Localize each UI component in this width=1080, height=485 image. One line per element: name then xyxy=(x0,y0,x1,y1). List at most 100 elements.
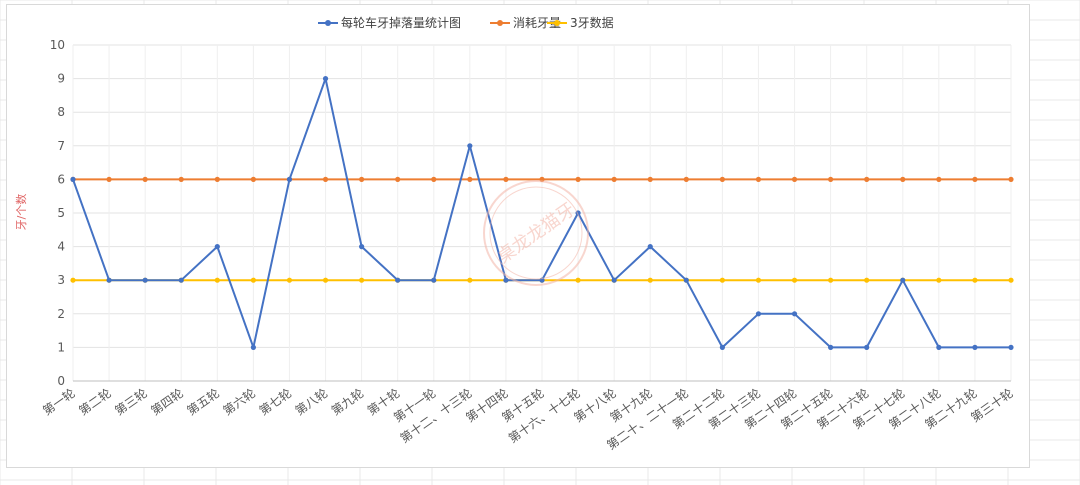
data-point xyxy=(70,176,76,182)
data-point xyxy=(864,344,870,350)
data-point xyxy=(106,176,112,182)
legend[interactable]: 每轮车牙掉落量统计图 消耗牙量 3牙数据 xyxy=(318,15,614,30)
legend-swatch-marker xyxy=(325,20,331,26)
x-tick-label: 第二轮 xyxy=(76,386,114,418)
data-point xyxy=(214,176,220,182)
legend-swatch-marker xyxy=(497,20,503,26)
data-point xyxy=(611,176,617,182)
y-tick-label: 4 xyxy=(57,240,65,254)
legend-item: 3牙数据 xyxy=(547,15,614,30)
legend-label: 消耗牙量 xyxy=(513,16,561,30)
data-point xyxy=(719,344,725,350)
data-point xyxy=(647,277,653,283)
x-tick-label: 第四轮 xyxy=(148,386,186,418)
data-point xyxy=(611,277,617,283)
data-point xyxy=(683,277,689,283)
y-tick-label: 2 xyxy=(57,307,65,321)
data-point xyxy=(503,176,509,182)
y-tick-label: 0 xyxy=(57,374,65,388)
data-point xyxy=(828,277,834,283)
series-0 xyxy=(70,76,1014,350)
x-tick-label: 第一轮 xyxy=(40,386,78,418)
data-point xyxy=(142,277,148,283)
y-tick-label: 9 xyxy=(57,72,65,86)
data-point xyxy=(647,244,653,250)
data-point xyxy=(791,176,798,182)
data-point xyxy=(791,311,798,317)
data-point xyxy=(178,277,184,283)
data-point xyxy=(864,176,870,182)
legend-item: 消耗牙量 xyxy=(490,16,561,30)
data-point xyxy=(972,344,978,350)
data-point xyxy=(1008,344,1014,350)
data-point xyxy=(936,176,942,182)
y-tick-label: 7 xyxy=(57,139,65,153)
data-point xyxy=(755,277,762,283)
x-tick-label: 第五轮 xyxy=(184,386,222,418)
data-point xyxy=(936,344,942,350)
data-point xyxy=(900,277,906,283)
data-point xyxy=(467,143,473,149)
data-point xyxy=(467,176,473,182)
data-point xyxy=(828,176,834,182)
data-point xyxy=(755,311,762,317)
data-point xyxy=(972,176,978,182)
x-tick-label: 第九轮 xyxy=(329,386,367,418)
data-point xyxy=(683,176,689,182)
data-point xyxy=(395,176,401,182)
watermark-text: 桌龙龙猫牙 xyxy=(493,199,579,268)
data-point xyxy=(467,277,473,283)
legend-item: 每轮车牙掉落量统计图 xyxy=(318,15,461,30)
data-point xyxy=(719,277,725,283)
data-point xyxy=(647,176,653,182)
data-point xyxy=(359,176,365,182)
watermark-stamp: 桌龙龙猫牙 xyxy=(483,180,589,286)
data-point xyxy=(395,277,401,283)
data-point xyxy=(900,176,906,182)
data-point xyxy=(503,277,509,283)
data-point xyxy=(575,277,581,283)
y-tick-label: 10 xyxy=(50,38,65,52)
chart-area[interactable] xyxy=(6,4,1030,468)
data-point xyxy=(286,277,293,283)
data-point xyxy=(755,176,762,182)
y-axis-label: 牙/个数 xyxy=(15,194,28,231)
data-point xyxy=(250,277,256,283)
y-tick-label: 8 xyxy=(57,105,65,119)
data-point xyxy=(322,176,329,182)
data-point xyxy=(1008,176,1014,182)
x-tick-label: 第八轮 xyxy=(293,386,331,418)
y-axis-ticks: 0 1 2 3 4 5 6 7 8 9 10 xyxy=(50,38,65,388)
x-tick-label: 第七轮 xyxy=(257,386,295,418)
data-point xyxy=(864,277,870,283)
data-point xyxy=(214,277,220,283)
legend-swatch-marker xyxy=(554,20,560,26)
data-point xyxy=(359,277,365,283)
data-point xyxy=(575,176,581,182)
data-point xyxy=(322,76,329,82)
x-axis-ticks: 第一轮第二轮第三轮第四轮第五轮第六轮第七轮第八轮第九轮第十轮第十一轮第十二、十三… xyxy=(40,386,1016,453)
data-point xyxy=(431,277,437,283)
legend-label: 每轮车牙掉落量统计图 xyxy=(341,15,461,30)
x-tick-label: 第三轮 xyxy=(112,386,150,418)
data-point xyxy=(359,244,365,250)
data-point xyxy=(178,176,184,182)
y-tick-label: 3 xyxy=(57,273,65,287)
data-point xyxy=(719,176,725,182)
y-tick-label: 1 xyxy=(57,340,65,354)
data-point xyxy=(106,277,112,283)
data-point xyxy=(322,277,329,283)
data-point xyxy=(936,277,942,283)
data-point xyxy=(431,176,437,182)
data-point xyxy=(250,344,256,350)
x-tick-label: 第六轮 xyxy=(221,386,259,418)
y-tick-label: 6 xyxy=(57,172,65,186)
data-point xyxy=(1008,277,1014,283)
series-1 xyxy=(70,176,1014,182)
data-point xyxy=(250,176,256,182)
data-point xyxy=(70,277,76,283)
data-point xyxy=(142,176,148,182)
y-tick-label: 5 xyxy=(57,206,65,220)
data-point xyxy=(214,244,220,250)
